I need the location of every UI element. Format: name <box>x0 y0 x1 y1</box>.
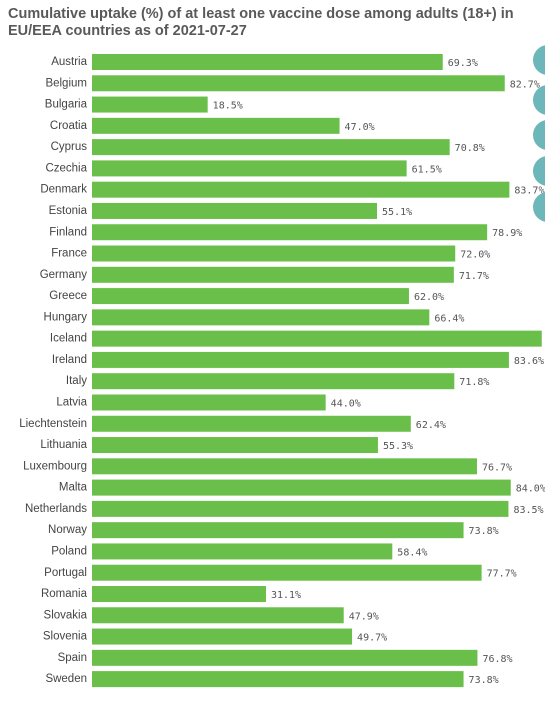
value-label: 83.6% <box>514 356 544 367</box>
y-tick-label: Liechtenstein <box>19 418 87 430</box>
y-tick-label: Slovenia <box>43 631 88 643</box>
bar <box>92 288 409 305</box>
y-tick-label: Luxembourg <box>23 460 87 472</box>
bar <box>92 181 510 198</box>
bar <box>92 543 393 560</box>
value-label: 78.9% <box>492 228 522 239</box>
y-tick-label: Finland <box>49 226 87 238</box>
y-tick-label: Italy <box>66 375 87 387</box>
y-tick-label: Norway <box>48 524 87 536</box>
value-label: 71.7% <box>459 271 489 282</box>
bar <box>92 458 477 475</box>
bar <box>92 586 266 602</box>
value-label: 62.0% <box>414 292 444 303</box>
value-label: 69.3% <box>448 58 478 69</box>
y-tick-label: Poland <box>51 545 87 557</box>
y-tick-label: Ireland <box>52 354 87 366</box>
value-label: 49.7% <box>357 633 387 644</box>
bar <box>92 628 353 645</box>
bar <box>92 202 378 219</box>
value-label: 76.7% <box>482 462 512 473</box>
bar <box>92 117 340 134</box>
bar <box>92 500 509 517</box>
value-label: 82.7% <box>510 79 540 90</box>
bar <box>92 309 430 326</box>
decor-circle <box>533 120 545 150</box>
bar <box>92 607 344 624</box>
value-label: 61.5% <box>412 164 442 175</box>
chart-title: Cumulative uptake (%) of at least one va… <box>8 6 514 39</box>
y-tick-label: France <box>51 248 87 260</box>
y-tick-label: Sweden <box>45 673 87 685</box>
bar <box>92 75 505 92</box>
bar <box>92 54 443 70</box>
value-label: 76.8% <box>482 654 512 665</box>
value-label: 73.8% <box>469 526 499 537</box>
y-tick-label: Lithuania <box>40 439 87 451</box>
bar <box>92 139 450 156</box>
decor-circle <box>533 45 545 75</box>
bar <box>92 266 454 283</box>
value-label: 71.8% <box>459 377 489 388</box>
value-label: 77.7% <box>487 569 517 580</box>
bar <box>92 245 456 262</box>
value-label: 70.8% <box>455 143 485 154</box>
y-tick-label: Croatia <box>50 120 88 132</box>
value-label: 84.0% <box>516 484 545 495</box>
bar <box>92 437 378 454</box>
value-label: 55.1% <box>382 207 412 218</box>
value-label: 55.3% <box>383 441 413 452</box>
value-label: 58.4% <box>397 547 427 558</box>
bar <box>92 564 482 581</box>
value-label: 73.8% <box>469 675 499 686</box>
y-tick-label: Austria <box>51 56 87 68</box>
y-tick-label: Germany <box>40 269 88 281</box>
y-tick-label: Portugal <box>44 567 87 579</box>
value-label: 47.0% <box>345 122 375 133</box>
value-label: 66.4% <box>434 313 464 324</box>
y-tick-label: Bulgaria <box>45 99 88 111</box>
y-tick-label: Malta <box>59 482 88 494</box>
y-tick-label: Spain <box>58 652 87 664</box>
bar <box>92 479 511 496</box>
decor-circle <box>533 192 545 222</box>
y-tick-label: Cyprus <box>51 141 88 153</box>
bar <box>92 96 208 113</box>
bar <box>92 394 326 411</box>
bar <box>92 224 488 241</box>
bar <box>92 649 478 666</box>
bar <box>92 160 407 177</box>
value-label: 83.7% <box>514 186 544 197</box>
decor-circle <box>533 156 545 186</box>
y-tick-label: Iceland <box>50 333 87 345</box>
y-tick-label: Greece <box>49 290 87 302</box>
value-label: 62.4% <box>416 420 446 431</box>
value-label: 44.0% <box>331 398 361 409</box>
bar <box>92 373 455 390</box>
y-tick-label: Romania <box>41 588 88 600</box>
bar <box>92 415 411 432</box>
bar <box>92 671 464 688</box>
y-tick-label: Slovakia <box>44 609 88 621</box>
y-tick-label: Estonia <box>49 205 88 217</box>
y-tick-label: Hungary <box>44 311 88 323</box>
y-tick-label: Latvia <box>56 397 87 409</box>
y-tick-label: Czechia <box>45 162 87 174</box>
value-label: 72.0% <box>460 250 490 261</box>
y-tick-label: Denmark <box>40 184 87 196</box>
value-label: 18.5% <box>213 101 243 112</box>
bar <box>92 351 509 368</box>
bar <box>92 330 542 347</box>
value-label: 31.1% <box>271 590 301 601</box>
value-label: 47.9% <box>349 611 379 622</box>
bar <box>92 522 464 539</box>
decor-circle <box>533 85 545 115</box>
y-tick-label: Belgium <box>45 77 87 89</box>
y-tick-label: Netherlands <box>25 503 87 515</box>
value-label: 83.5% <box>513 505 543 516</box>
